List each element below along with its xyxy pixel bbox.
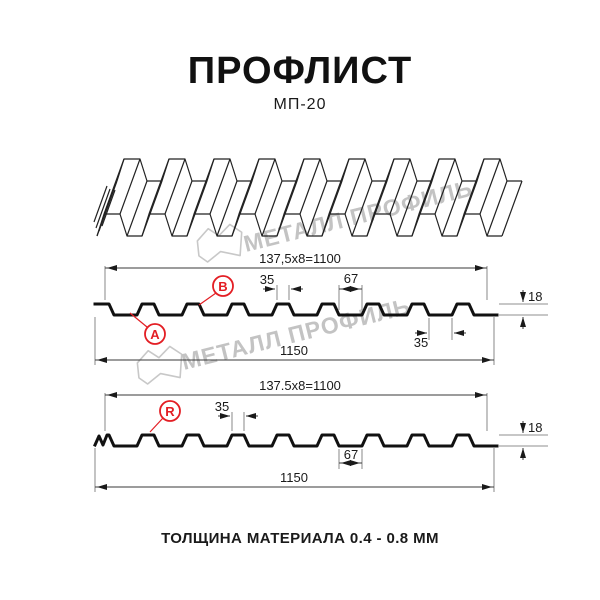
sheet-3d-drawing [93,158,523,237]
svg-text:R: R [165,404,175,419]
dimension-working-width-top: 137,5x8=1100 [259,251,341,266]
cross-section-top: 137,5x8=1100 B A 35 [93,251,548,365]
watermark-text: МЕТАЛЛ ПРОФИЛЬ [241,175,475,257]
label-r-badge: R [149,400,181,433]
label-b-badge: B [198,275,234,306]
sheet-3d-cut-hatch [93,185,116,232]
dimension-working-width-bottom: 137.5x8=1100 [259,378,341,393]
profile-outline-top [93,302,499,317]
sheet-3d-rib-lines [96,158,523,237]
label-a-badge: A [129,312,166,345]
dimension-valley-width-bottom: 67 [344,447,358,462]
dimension-rib-top-width-bottom: 35 [215,399,229,414]
brand-logo-watermark [196,223,243,263]
dimension-bottom-flat-top: 35 [414,335,428,350]
profile-outline-bottom [93,433,499,448]
dimension-valley-width-top: 67 [344,271,358,286]
svg-text:B: B [218,279,227,294]
page-title: ПРОФЛИСТ [187,50,413,92]
dimension-overall-width-top: 1150 [280,343,308,358]
dimension-height-bottom: 18 [528,420,542,435]
thickness-note: ТОЛЩИНА МАТЕРИАЛА 0.4 - 0.8 ММ [161,530,439,547]
svg-text:МЕТАЛЛ ПРОФИЛЬ: МЕТАЛЛ ПРОФИЛЬ [241,175,475,257]
dimension-height-top: 18 [528,289,542,304]
cross-section-bottom: 137.5x8=1100 R 35 18 [93,378,548,492]
profile-model: МП-20 [273,96,327,113]
brand-logo-watermark [136,345,183,385]
svg-text:A: A [150,327,160,342]
dimension-rib-top-width-top: 35 [260,272,274,287]
dimension-overall-width-bottom: 1150 [280,470,308,485]
